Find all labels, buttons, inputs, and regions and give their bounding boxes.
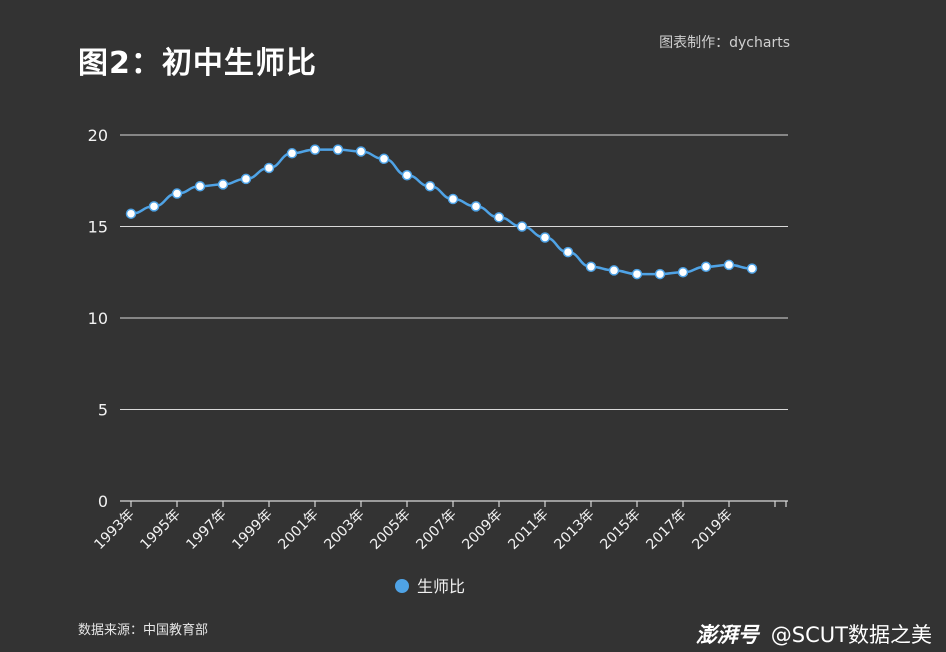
data-point[interactable] bbox=[677, 267, 689, 278]
chart-maker-credit: 图表制作：dycharts bbox=[659, 35, 790, 51]
x-tick-label: 2001年 bbox=[275, 507, 321, 553]
data-point[interactable] bbox=[286, 148, 298, 159]
data-point[interactable] bbox=[263, 162, 275, 174]
data-point[interactable] bbox=[240, 173, 252, 185]
data-point[interactable] bbox=[125, 208, 137, 219]
data-point[interactable] bbox=[700, 261, 712, 273]
data-point[interactable] bbox=[654, 268, 666, 280]
x-tick-label: 1995年 bbox=[137, 507, 183, 553]
data-point[interactable] bbox=[746, 263, 758, 274]
data-point[interactable] bbox=[585, 261, 597, 273]
x-tick-label: 2017年 bbox=[643, 507, 689, 553]
x-tick-label: 2007年 bbox=[413, 507, 459, 553]
data-point[interactable] bbox=[148, 201, 160, 212]
x-tick-label: 2013年 bbox=[551, 507, 597, 553]
legend[interactable]: 生师比 bbox=[395, 577, 465, 596]
watermark-brand: 澎湃号 bbox=[695, 623, 759, 647]
data-point[interactable] bbox=[723, 259, 735, 271]
x-tick-label: 2005年 bbox=[367, 507, 413, 553]
legend-label: 生师比 bbox=[417, 577, 465, 596]
data-point[interactable] bbox=[447, 193, 459, 205]
chart-title: 图2：初中生师比 bbox=[78, 46, 317, 81]
data-point[interactable] bbox=[470, 201, 482, 212]
x-tick-label: 2011年 bbox=[505, 507, 551, 553]
data-point[interactable] bbox=[194, 180, 206, 192]
data-point[interactable] bbox=[539, 232, 551, 243]
data-point[interactable] bbox=[332, 144, 344, 155]
watermark: 澎湃号 @SCUT数据之美 bbox=[696, 619, 932, 649]
data-point[interactable] bbox=[516, 221, 528, 232]
x-tick-label: 1999年 bbox=[229, 507, 275, 553]
x-tick-label: 1997年 bbox=[183, 507, 229, 553]
data-point[interactable] bbox=[562, 246, 574, 258]
data-point[interactable] bbox=[424, 180, 436, 192]
y-tick-label: 15 bbox=[88, 218, 108, 237]
data-point[interactable] bbox=[355, 146, 367, 157]
data-point[interactable] bbox=[401, 170, 413, 181]
series-line-生师比 bbox=[130, 148, 753, 276]
data-point[interactable] bbox=[217, 179, 229, 190]
data-point[interactable] bbox=[493, 212, 505, 223]
x-axis-tick-labels: 1993年 1995年 1997年 1999年 2001年 2003年 2005年 2007年… bbox=[91, 507, 735, 553]
y-tick-label: 10 bbox=[88, 309, 108, 328]
x-tick-label: 1993年 bbox=[91, 507, 137, 553]
data-point[interactable] bbox=[309, 144, 321, 155]
data-point[interactable] bbox=[631, 268, 643, 280]
data-point[interactable] bbox=[378, 153, 390, 165]
x-tick-label: 2019年 bbox=[689, 507, 735, 553]
legend-swatch bbox=[395, 579, 409, 593]
series-points bbox=[125, 144, 758, 280]
y-axis-tick-labels: 0 5 10 15 20 bbox=[88, 126, 108, 511]
data-point[interactable] bbox=[171, 188, 183, 199]
x-axis bbox=[120, 500, 788, 507]
watermark-account: @SCUT数据之美 bbox=[770, 623, 932, 647]
y-tick-label: 20 bbox=[88, 126, 108, 145]
x-tick-label: 2015年 bbox=[597, 507, 643, 553]
data-point[interactable] bbox=[608, 265, 620, 276]
x-tick-label: 2003年 bbox=[321, 507, 367, 553]
y-tick-label: 5 bbox=[98, 401, 108, 420]
grid-lines bbox=[120, 134, 788, 410]
data-source-note: 数据来源：中国教育部 bbox=[78, 623, 209, 638]
y-tick-label: 0 bbox=[98, 492, 108, 511]
x-tick-label: 2009年 bbox=[459, 507, 505, 553]
